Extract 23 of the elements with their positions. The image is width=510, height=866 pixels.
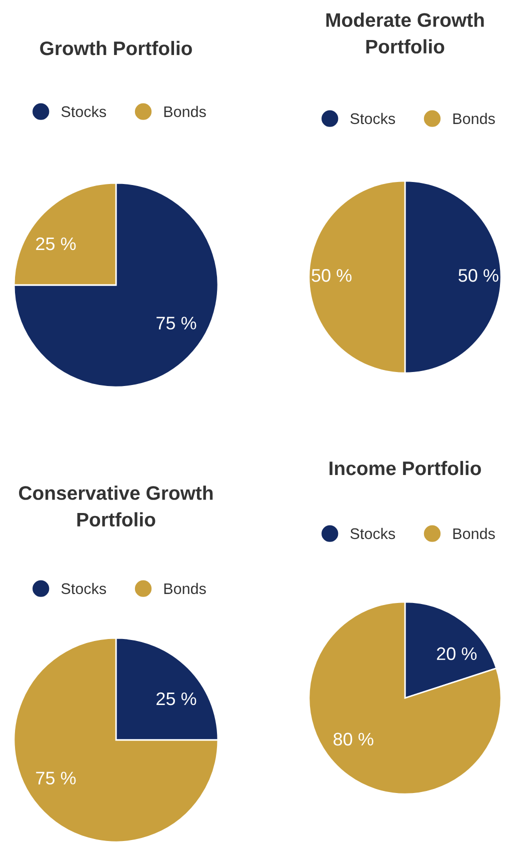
pie-slice [13, 637, 219, 843]
pie-slice [13, 182, 219, 388]
legend-label: Bonds [164, 582, 206, 594]
data-label: 20 % [436, 647, 477, 660]
data-label: 80 % [334, 732, 374, 746]
legend-label: Stocks [350, 528, 396, 540]
data-label: 50 % [312, 269, 352, 282]
data-label: 75 % [156, 316, 196, 330]
chart-title: Growth Portfolio [40, 40, 192, 56]
legend-label: Bonds [453, 528, 495, 540]
chart-title: Moderate Growth Portfolio [326, 12, 484, 54]
legend-label: Stocks [350, 112, 396, 124]
pie-slice [308, 601, 502, 795]
legend-label: Stocks [61, 582, 106, 594]
legend-label: Bonds [453, 112, 495, 124]
data-label: 50 % [458, 269, 498, 282]
legend-label: Bonds [164, 106, 206, 118]
legend-label: Stocks [61, 106, 106, 118]
data-label: 75 % [36, 772, 76, 784]
data-label: 25 % [156, 692, 196, 706]
chart-title: Conservative Growth Portfolio [19, 486, 213, 527]
chart-title: Income Portfolio [330, 460, 481, 476]
data-label: 25 % [36, 237, 76, 250]
